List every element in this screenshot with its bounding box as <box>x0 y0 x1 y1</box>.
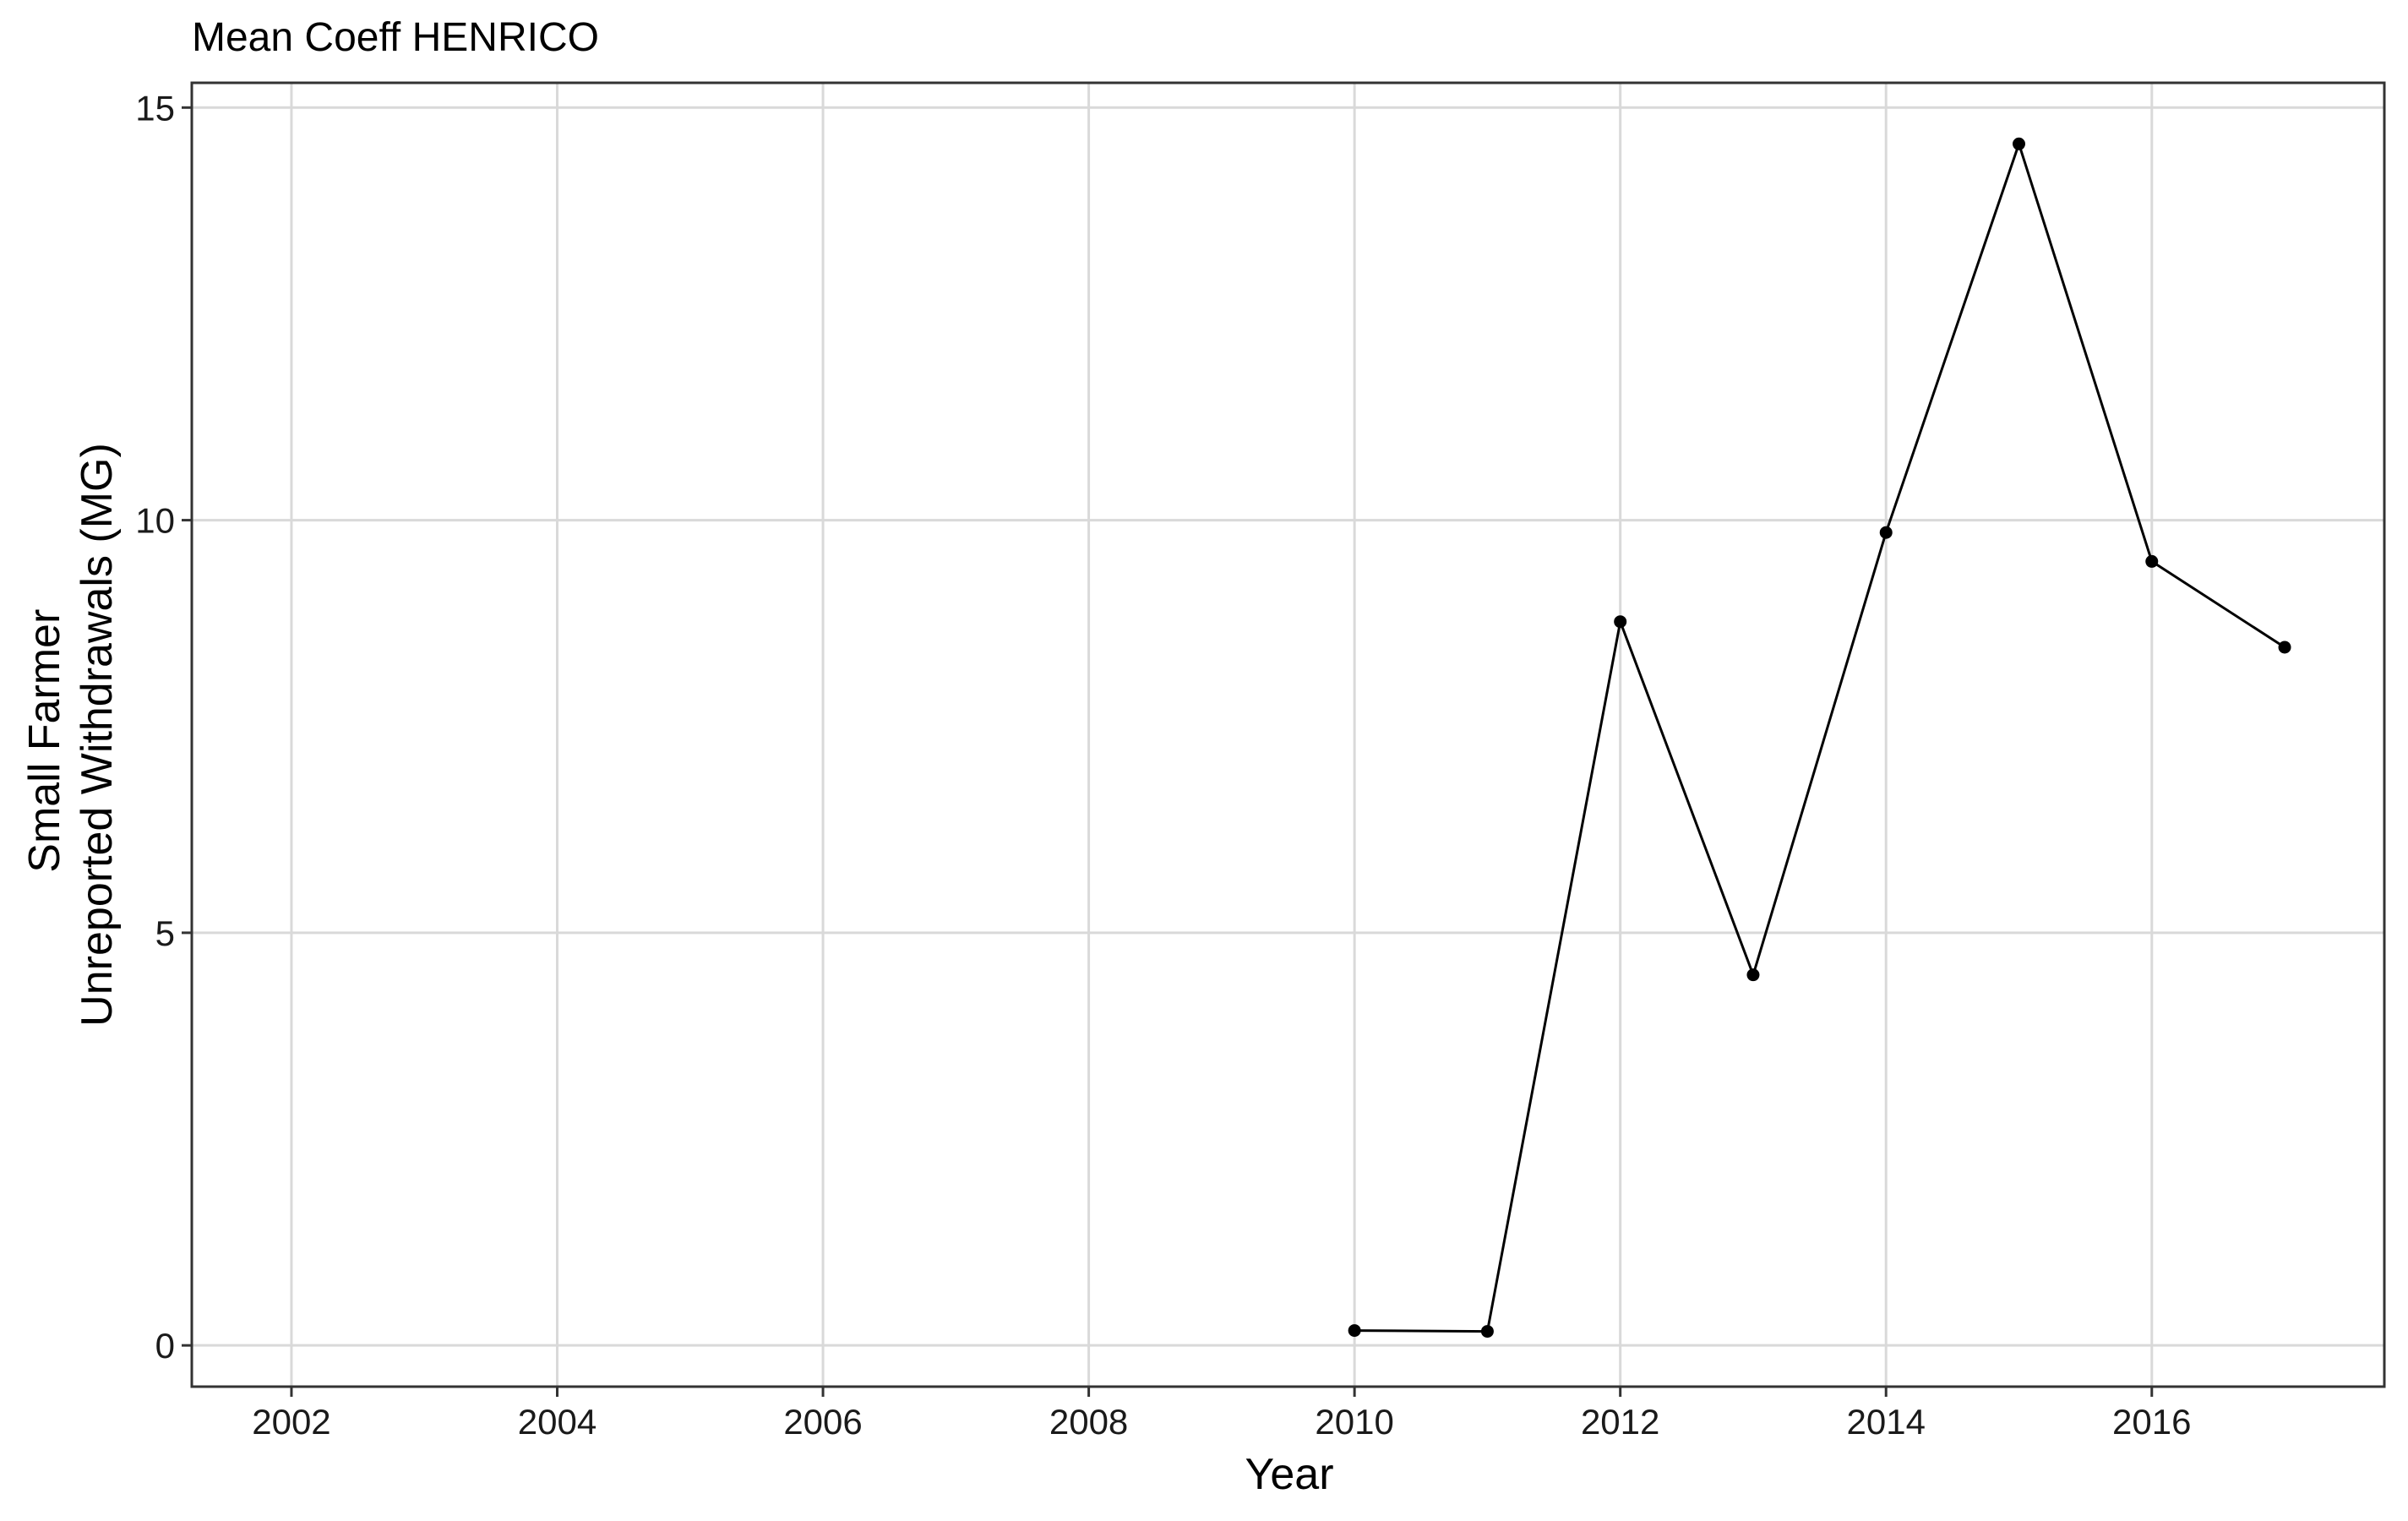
data-point <box>1746 968 1760 982</box>
x-tick-label: 2016 <box>2112 1402 2191 1442</box>
data-series <box>1348 137 2291 1338</box>
x-tick-label: 2008 <box>1049 1402 1128 1442</box>
plot-panel-border <box>190 81 2386 1388</box>
y-tick-label: 15 <box>135 88 175 128</box>
axis-ticks: 2002 2004 2006 2008 2010 2012 2014 2016 0 5 10 15 <box>135 88 2191 1442</box>
x-tick-label: 2006 <box>783 1402 862 1442</box>
chart-title: Mean Coeff HENRICO <box>192 15 599 60</box>
x-axis-title: Year <box>1245 1450 1333 1499</box>
y-axis-title: Small Farmer Unreported Withdrawals (MG) <box>20 443 122 1027</box>
grid <box>192 83 2384 1387</box>
data-point <box>1480 1325 1494 1338</box>
x-tick-label: 2012 <box>1581 1402 1659 1442</box>
x-tick-label: 2010 <box>1315 1402 1393 1442</box>
data-point <box>2145 554 2159 568</box>
y-axis-title-line-2: Unreported Withdrawals (MG) <box>73 443 122 1027</box>
x-tick-label: 2004 <box>518 1402 597 1442</box>
x-tick-label: 2014 <box>1847 1402 1926 1442</box>
y-tick-label: 0 <box>155 1326 175 1366</box>
x-tick-label: 2002 <box>252 1402 330 1442</box>
y-axis-title-line-1: Small Farmer <box>20 609 69 873</box>
data-point <box>1879 526 1893 539</box>
data-point <box>2013 137 2025 150</box>
y-tick-label: 5 <box>155 913 175 953</box>
data-point <box>2278 641 2291 654</box>
data-point <box>1614 615 1627 629</box>
data-point <box>1348 1324 1361 1338</box>
series-line <box>1354 139 2285 1333</box>
y-tick-label: 10 <box>135 501 175 541</box>
